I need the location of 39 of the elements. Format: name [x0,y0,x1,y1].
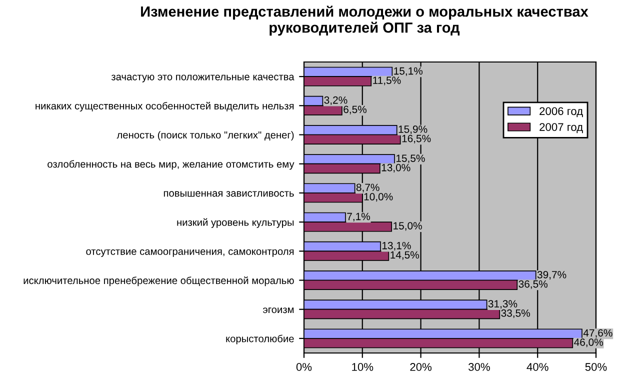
data-label: 47,6% [583,329,612,338]
x-tick-label: 10% [352,363,374,371]
data-label: 15,9% [398,126,428,134]
data-label: 11,5% [373,76,401,86]
x-tick-label: 50% [585,363,607,371]
x-tick-label: 40% [526,363,548,371]
data-label: 39,7% [537,271,566,280]
data-label: 15,5% [396,154,425,164]
x-tick-label: 20% [410,363,432,371]
y-tick-label: отсутствие самоограничения, самоконтроля [86,249,294,257]
data-label: 36,5% [518,280,548,289]
y-tick-label: зачастую это положительные качества [111,74,294,82]
y-tick-label: низкий уровень культуры [177,218,294,228]
data-label: 13,1% [382,242,411,251]
data-label: 7,1% [347,212,370,222]
y-tick-label: леность (поиск только "легких" денег) [116,131,294,141]
data-label: 13,0% [382,164,410,173]
y-tick-label: никаких существенных особенностей выделить нельзя [36,102,294,112]
data-label: 16,5% [402,134,431,144]
chart-title: Изменение представлений молодежи о моральных качествах руководителей ОПГ за год [141,6,588,36]
y-tick-label: повышенная завистливость [164,191,294,197]
data-label: 6,5% [344,106,366,114]
data-label: 33,5% [501,309,530,318]
data-label: 31,3% [488,300,518,309]
x-tick-label: 30% [468,363,490,371]
y-tick-label: исключительное пренебрежение общественной моралью [24,276,294,286]
x-tick-label: 0% [296,363,312,371]
legend-label: 2006 год [540,107,583,118]
data-label: 15,1% [394,67,423,76]
data-label: 14,5% [390,251,420,260]
legend-label: 2007 год [540,123,583,134]
data-label: 10,0% [364,193,393,202]
data-label: 3,2% [324,96,348,106]
data-label: 46,0% [574,338,603,348]
data-label: 8,7% [356,184,380,192]
y-tick-label: эгоизм [262,308,294,314]
y-tick-label: корыстолюбие [226,334,294,344]
data-label: 15,0% [394,222,422,231]
y-tick-label: озлобленность на весь мир, желание отомстить ему [48,160,294,170]
